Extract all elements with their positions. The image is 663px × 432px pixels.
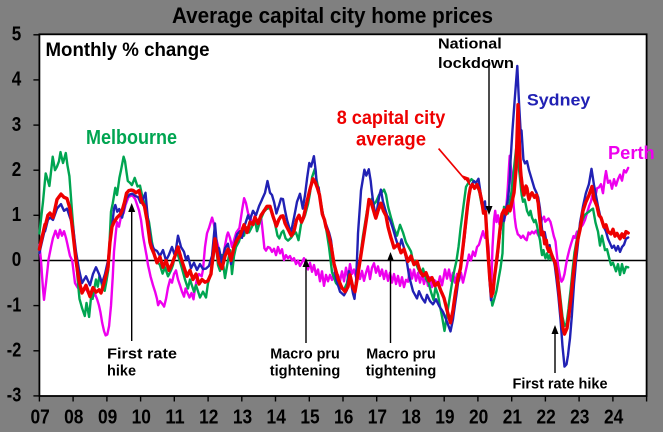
svg-text:hike: hike	[107, 363, 136, 379]
svg-text:5: 5	[12, 24, 22, 46]
svg-text:3: 3	[12, 114, 22, 136]
svg-text:average: average	[356, 129, 426, 150]
svg-text:Melbourne: Melbourne	[86, 127, 177, 149]
svg-text:-2: -2	[7, 340, 22, 362]
svg-text:Perth: Perth	[608, 143, 655, 163]
svg-text:22: 22	[536, 407, 555, 429]
svg-text:15: 15	[300, 407, 319, 429]
svg-text:First rate hike: First rate hike	[513, 377, 608, 393]
svg-text:18: 18	[402, 407, 421, 429]
svg-text:0: 0	[12, 249, 22, 271]
svg-text:07: 07	[30, 407, 49, 429]
svg-text:2: 2	[12, 159, 22, 181]
svg-text:National: National	[438, 36, 502, 53]
svg-text:lockdown: lockdown	[438, 55, 514, 72]
svg-text:19: 19	[435, 407, 454, 429]
svg-text:Average capital city home pric: Average capital city home prices	[172, 3, 493, 28]
svg-text:14: 14	[267, 407, 287, 429]
svg-text:Macro pru: Macro pru	[366, 346, 436, 362]
svg-text:17: 17	[368, 407, 387, 429]
svg-text:12: 12	[199, 407, 218, 429]
svg-text:09: 09	[98, 407, 117, 429]
svg-text:13: 13	[233, 407, 252, 429]
svg-text:21: 21	[503, 407, 522, 429]
svg-text:tightening: tightening	[270, 363, 341, 379]
svg-text:First rate: First rate	[107, 346, 177, 362]
svg-text:Macro pru: Macro pru	[270, 346, 340, 362]
svg-text:11: 11	[165, 407, 184, 429]
svg-text:23: 23	[570, 407, 589, 429]
svg-text:8 capital city: 8 capital city	[337, 108, 446, 129]
svg-text:tightening: tightening	[366, 363, 437, 379]
svg-text:16: 16	[334, 407, 353, 429]
svg-text:24: 24	[604, 407, 624, 429]
svg-text:-1: -1	[7, 294, 22, 316]
svg-text:1: 1	[12, 204, 22, 226]
svg-text:4: 4	[12, 69, 22, 91]
svg-text:Monthly % change: Monthly % change	[46, 39, 210, 61]
svg-text:10: 10	[132, 407, 151, 429]
svg-text:20: 20	[469, 407, 488, 429]
svg-text:-3: -3	[7, 385, 22, 407]
svg-text:08: 08	[64, 407, 83, 429]
svg-text:Sydney: Sydney	[527, 92, 591, 110]
